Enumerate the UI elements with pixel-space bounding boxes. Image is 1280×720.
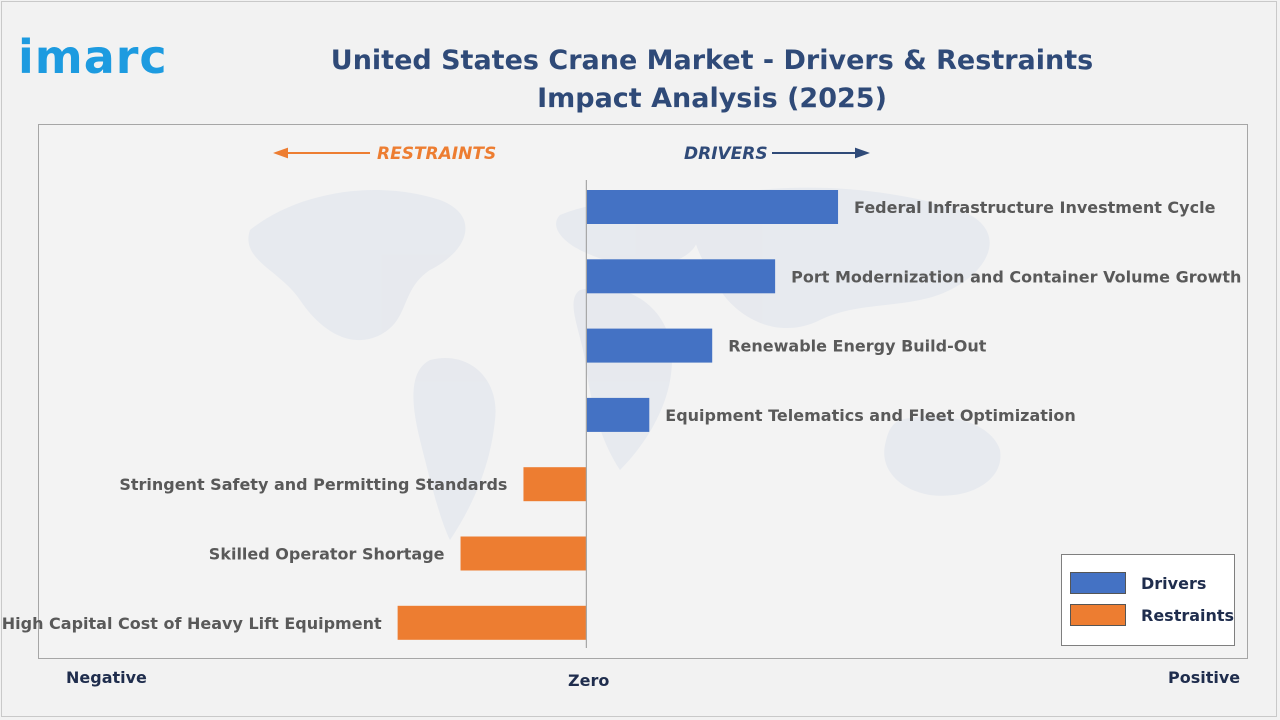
axis-label-positive: Positive (1168, 668, 1241, 687)
bar-category-label-5: Skilled Operator Shortage (209, 545, 445, 564)
restraint-bar-4 (523, 467, 587, 502)
bar-category-label-0: Federal Infrastructure Investment Cycle (854, 198, 1216, 217)
bar-category-label-3: Equipment Telematics and Fleet Optimizat… (665, 406, 1076, 425)
bar-category-label-4: Stringent Safety and Permitting Standard… (119, 475, 507, 494)
drivers-arrow (772, 147, 870, 159)
axis-label-zero: Zero (568, 671, 610, 690)
legend-item-drivers: Drivers (1070, 571, 1206, 595)
bar-category-label-2: Renewable Energy Build-Out (728, 337, 987, 356)
restraints-direction-label: RESTRAINTS (377, 144, 496, 164)
driver-bar-2 (586, 328, 713, 363)
driver-bar-0 (586, 190, 839, 224)
restraint-bar-6 (397, 605, 587, 640)
legend-item-restraints: Restraints (1070, 603, 1234, 627)
driver-bar-1 (586, 259, 776, 294)
chart-title: United States Crane Market - Drivers & R… (330, 45, 1094, 114)
bar-category-label-1: Port Modernization and Container Volume … (791, 267, 1241, 286)
driver-bar-3 (586, 397, 650, 432)
restraint-bar-5 (460, 536, 587, 571)
labels-layer: Federal Infrastructure Investment Cycle P… (2, 198, 1242, 633)
legend-label-drivers: Drivers (1141, 573, 1207, 593)
imarc-logo: imarc (18, 30, 168, 84)
axis-label-negative: Negative (66, 668, 147, 687)
bars-layer (397, 190, 839, 640)
legend-label-restraints: Restraints (1141, 605, 1235, 625)
restraints-arrow (273, 147, 370, 159)
legend-swatch-restraints (1070, 604, 1126, 626)
drivers-direction-label: DRIVERS (684, 144, 768, 164)
legend-swatch-drivers (1070, 572, 1126, 594)
chart-legend: Drivers Restraints (1061, 554, 1235, 646)
bar-category-label-6: High Capital Cost of Heavy Lift Equipmen… (2, 614, 382, 633)
